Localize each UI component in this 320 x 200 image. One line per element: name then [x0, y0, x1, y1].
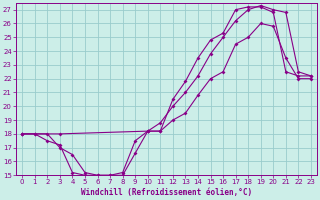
X-axis label: Windchill (Refroidissement éolien,°C): Windchill (Refroidissement éolien,°C) — [81, 188, 252, 197]
